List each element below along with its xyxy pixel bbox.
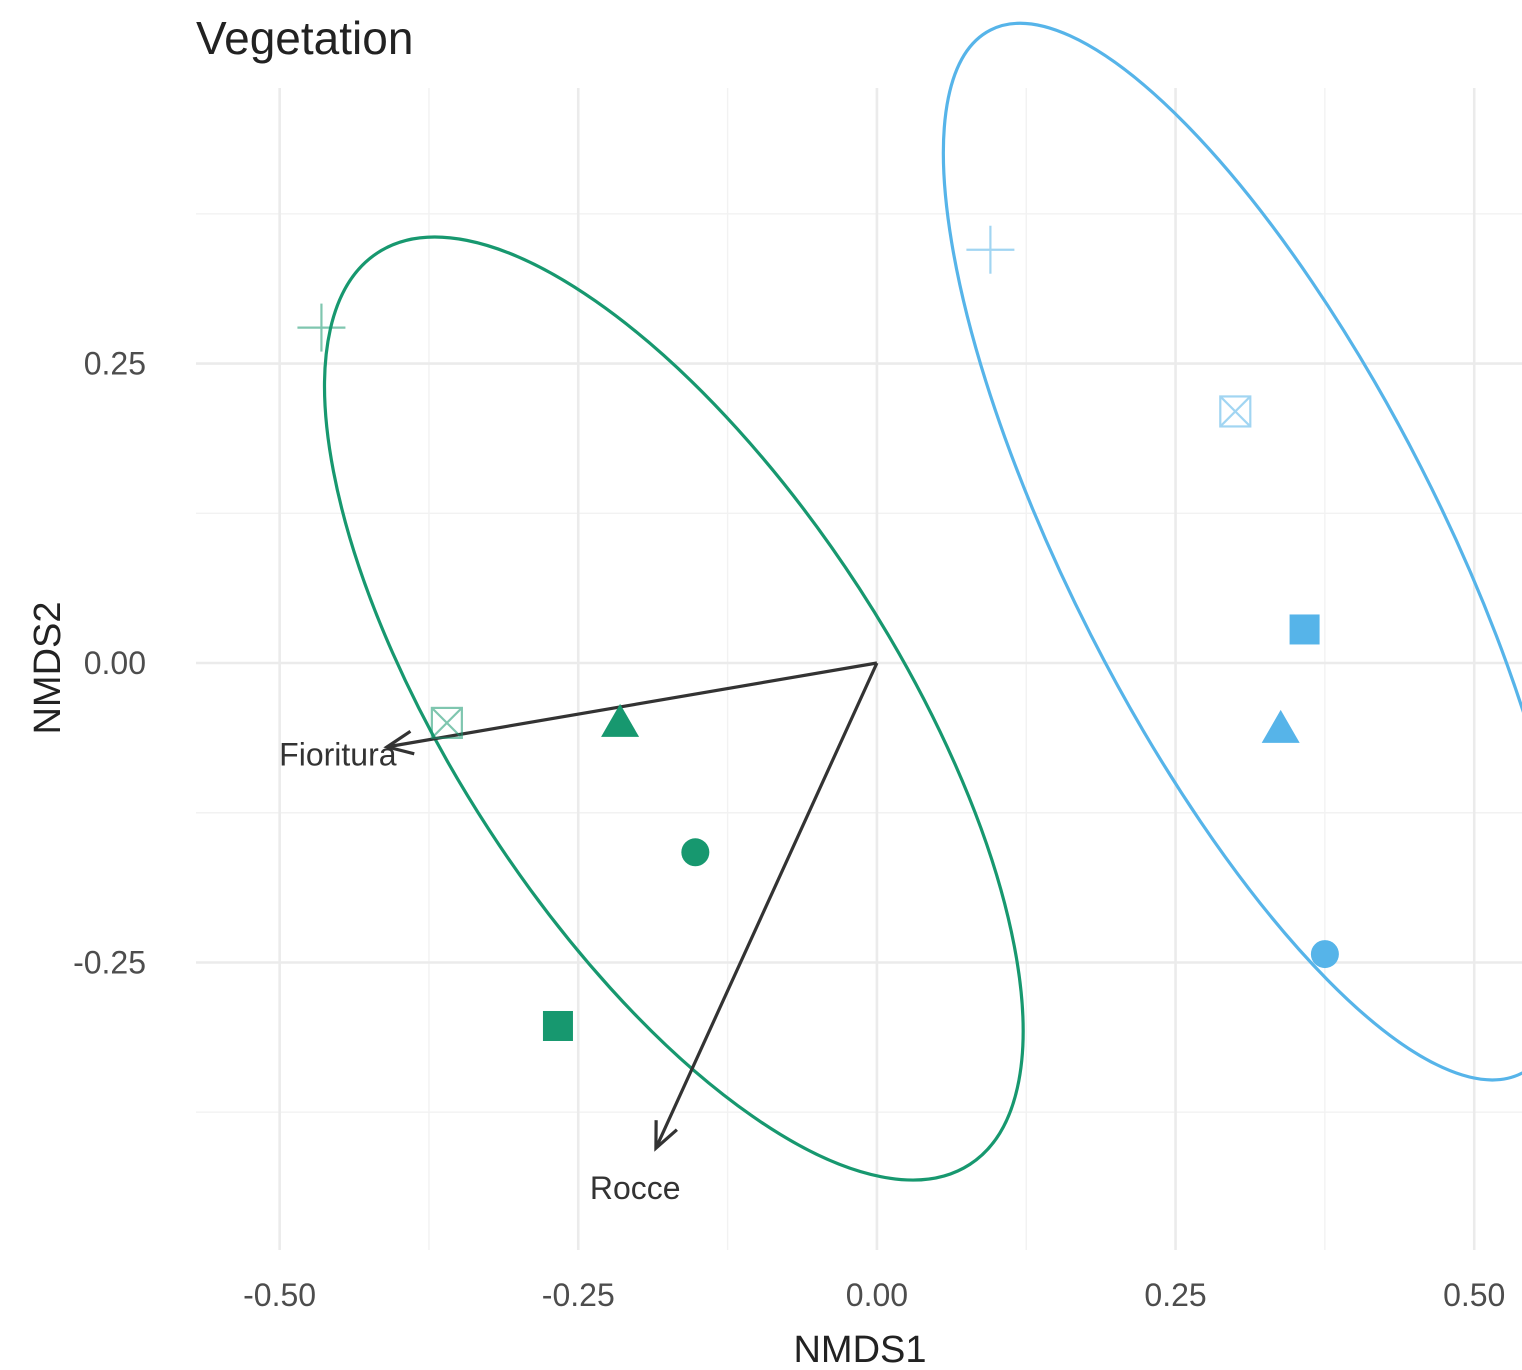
point-square: [1289, 614, 1320, 645]
y-tick-label: 0.25: [84, 346, 146, 382]
vector-label: Fioritura: [279, 736, 397, 772]
vector-head: [654, 1120, 678, 1152]
point-plus: [966, 225, 1015, 274]
point-triangle: [1261, 709, 1300, 743]
grid: [196, 88, 1522, 1250]
x-tick-label: 0.25: [1144, 1277, 1206, 1313]
y-tick-label: -0.25: [73, 944, 146, 980]
point-square-cross-box: [430, 706, 463, 740]
point-plus: [297, 303, 346, 352]
vector-label: Rocce: [590, 1170, 681, 1206]
point-triangle: [601, 703, 640, 737]
point-square-cross-d2: [431, 707, 463, 739]
point-square: [542, 1010, 573, 1041]
vector-head: [383, 729, 415, 756]
y-tick-label: 0.00: [84, 645, 146, 681]
tick-labels: -0.50 -0.25 0.00 0.25 0.50 -0.25 0.00 0.25: [73, 346, 1505, 1313]
point-square-cross-d2: [1219, 395, 1252, 428]
vectors: Fioritura Rocce: [279, 661, 879, 1206]
ellipses: [322, 21, 1522, 1182]
point-square-cross-box: [1219, 395, 1252, 428]
y-axis-title: NMDS2: [27, 601, 69, 734]
x-tick-label: 0.50: [1443, 1277, 1505, 1313]
point-square-cross: [430, 706, 463, 740]
group-ellipse-2: [941, 21, 1522, 1082]
point-circle: [1310, 940, 1339, 969]
x-tick-label: -0.50: [243, 1277, 316, 1313]
points: [297, 225, 1339, 1041]
group-ellipse-1: [322, 235, 1025, 1182]
point-circle: [681, 838, 710, 867]
x-tick-label: 0.00: [846, 1277, 908, 1313]
x-axis-title: NMDS1: [793, 1329, 926, 1370]
chart-title: Vegetation: [196, 12, 413, 64]
x-tick-label: -0.25: [542, 1277, 615, 1313]
point-square-cross: [1219, 395, 1252, 428]
vector-line: [654, 662, 879, 1149]
vector-line: [386, 661, 878, 749]
